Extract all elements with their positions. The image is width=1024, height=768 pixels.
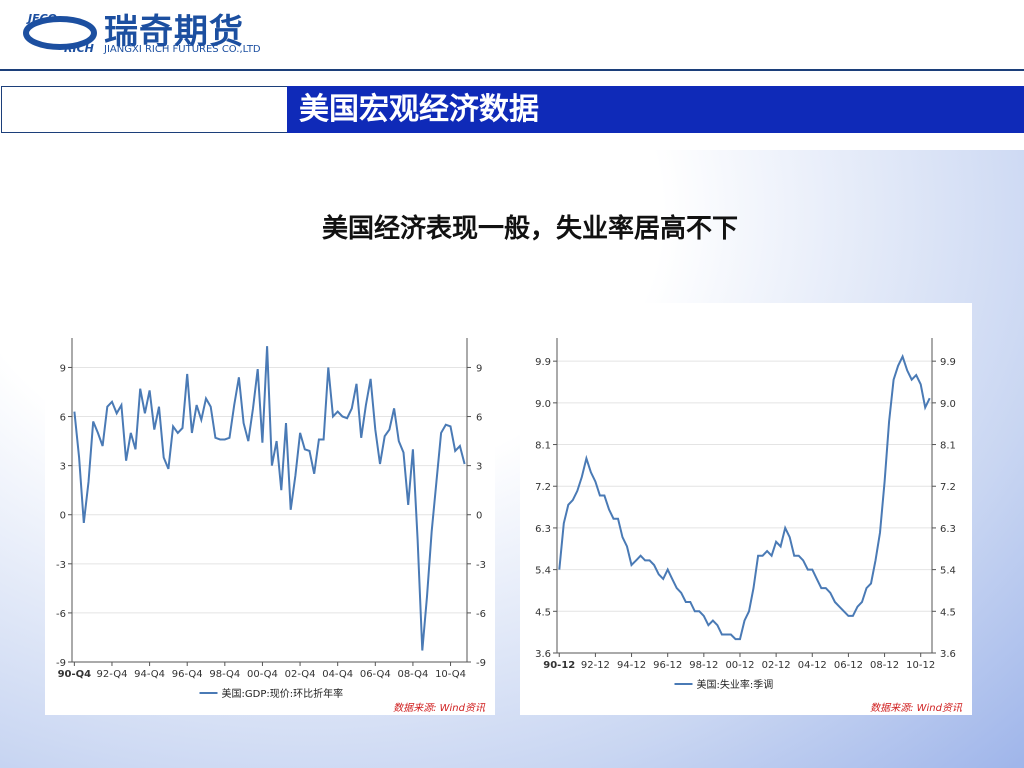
x-tick-label: 10-Q4 <box>435 669 466 680</box>
chart-background <box>45 303 495 715</box>
x-tick-label: 96-Q4 <box>172 669 203 680</box>
logo-mark: JFCO RICH <box>23 12 97 55</box>
y2-tick-label: -3 <box>476 560 486 571</box>
y2-tick-label: 3.6 <box>940 649 956 660</box>
y-tick-label: 8.1 <box>535 441 551 452</box>
x-tick-label: 08-Q4 <box>397 669 428 680</box>
x-tick-label: 02-Q4 <box>285 669 316 680</box>
y2-tick-label: 5.4 <box>940 566 956 577</box>
chart-panel: -9 -9 -6 -6 -3 -3 0 0 3 3 6 6 9 9 90-Q4 92-Q4 94-Q4 96-Q4… <box>45 303 495 715</box>
y-tick-label: 4.5 <box>535 607 551 618</box>
logo-text: JFCO <box>26 12 57 25</box>
source-note: 数据来源: Wind资讯 <box>870 702 963 714</box>
y2-tick-label: 8.1 <box>940 441 956 452</box>
x-tick-label: 94-12 <box>617 660 646 671</box>
y2-tick-label: -9 <box>476 658 486 669</box>
x-tick-label: 92-12 <box>581 660 610 671</box>
y-tick-label: 6.3 <box>535 524 551 535</box>
title-bar: 美国宏观经济数据 <box>287 86 1024 133</box>
y-tick-label: -3 <box>56 560 66 571</box>
company-name: 瑞奇期货 <box>104 12 244 52</box>
y-tick-label: -6 <box>56 609 66 620</box>
y2-tick-label: 0 <box>476 511 482 522</box>
y2-tick-label: 6 <box>476 413 482 424</box>
x-tick-label: 94-Q4 <box>134 669 165 680</box>
y-tick-label: 3.6 <box>535 649 551 660</box>
y2-tick-label: 4.5 <box>940 607 956 618</box>
x-tick-label: 06-12 <box>834 660 863 671</box>
y-tick-label: -9 <box>56 658 66 669</box>
x-tick-label: 90-12 <box>543 660 575 671</box>
company-name-en: JIANGXI RICH FUTURES CO.,LTD <box>104 44 261 55</box>
data-line <box>558 353 931 641</box>
logo-text: RICH <box>64 42 94 55</box>
x-tick-label: 92-Q4 <box>97 669 128 680</box>
legend-label: 美国:失业率:季调 <box>697 678 774 691</box>
y-tick-label: 6 <box>60 413 66 424</box>
x-tick-label: 96-12 <box>653 660 682 671</box>
y-tick-label: 9.0 <box>535 399 551 410</box>
x-tick-label: 06-Q4 <box>360 669 391 680</box>
y-tick-label: 3 <box>60 462 66 473</box>
x-tick-label: 10-12 <box>906 660 935 671</box>
title-left-box <box>1 86 288 133</box>
y-tick-label: 9.9 <box>535 357 551 368</box>
y2-tick-label: 6.3 <box>940 524 956 535</box>
y-tick-label: 0 <box>60 511 66 522</box>
y2-tick-label: 9 <box>476 363 482 374</box>
subtitle: 美国经济表现一般，失业率居高不下 <box>321 214 738 244</box>
legend-label: 美国:GDP:现价:环比折年率 <box>222 687 344 700</box>
y-tick-label: 7.2 <box>535 482 551 493</box>
y-tick-label: 5.4 <box>535 566 551 577</box>
chart-panel: 3.6 3.6 4.5 4.5 5.4 5.4 6.3 6.3 7.2 7.2 8.1 8.1 9.0 9… <box>520 303 972 715</box>
x-tick-label: 98-12 <box>689 660 718 671</box>
y2-tick-label: -6 <box>476 609 486 620</box>
header: JFCO RICH 瑞奇期货 JIANGXI RICH FUTURES CO.,… <box>0 0 1024 150</box>
x-tick-label: 90-Q4 <box>58 669 92 680</box>
x-tick-label: 08-12 <box>870 660 899 671</box>
x-tick-label: 02-12 <box>762 660 791 671</box>
y2-tick-label: 7.2 <box>940 482 956 493</box>
divider <box>0 69 1024 71</box>
y2-tick-label: 9.9 <box>940 357 956 368</box>
y2-tick-label: 9.0 <box>940 399 956 410</box>
x-tick-label: 00-Q4 <box>247 669 278 680</box>
x-tick-label: 00-12 <box>725 660 754 671</box>
data-line <box>73 346 466 651</box>
source-note: 数据来源: Wind资讯 <box>393 702 486 714</box>
x-tick-label: 04-12 <box>798 660 827 671</box>
x-tick-label: 98-Q4 <box>209 669 240 680</box>
section-title: 美国宏观经济数据 <box>299 92 539 127</box>
y-tick-label: 9 <box>60 363 66 374</box>
x-tick-label: 04-Q4 <box>322 669 353 680</box>
y2-tick-label: 3 <box>476 462 482 473</box>
